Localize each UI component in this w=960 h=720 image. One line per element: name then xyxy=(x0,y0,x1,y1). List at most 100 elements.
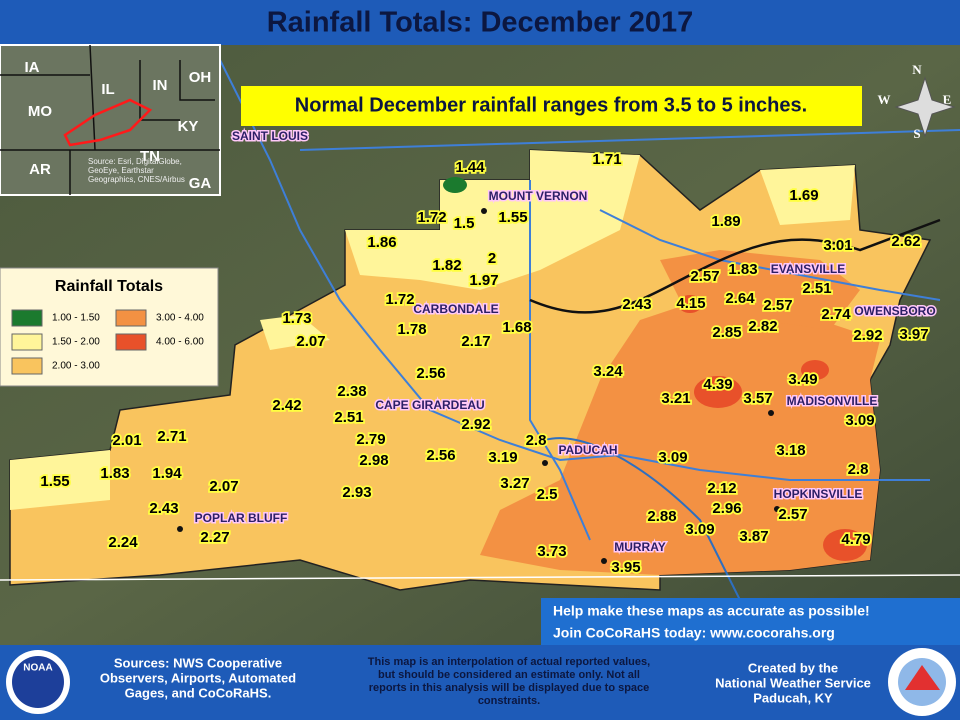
rainfall-value: 3.18 xyxy=(776,442,805,459)
rainfall-value: 1.82 xyxy=(432,257,461,274)
rainfall-value: 2.27 xyxy=(200,529,229,546)
footer-sources: Sources: NWS Cooperative xyxy=(114,655,282,670)
rainfall-value: 2.92 xyxy=(461,416,490,433)
footer-sources: Observers, Airports, Automated xyxy=(100,670,296,685)
rainfall-value: 2.17 xyxy=(461,333,490,350)
rainfall-value: 2.82 xyxy=(748,318,777,335)
city-label: CAPE GIRARDEAU xyxy=(375,398,484,412)
inset-label: OH xyxy=(189,69,212,86)
rainfall-value: 2.8 xyxy=(848,461,869,478)
footer-disclaimer: constraints. xyxy=(478,695,540,707)
rainfall-value: 2.43 xyxy=(149,500,178,517)
rainfall-value: 1.68 xyxy=(502,319,531,336)
rainfall-value: 2.74 xyxy=(821,306,851,323)
inset-label: IL xyxy=(101,81,114,98)
inset-label: IA xyxy=(25,59,40,76)
rainfall-value: 2.64 xyxy=(725,290,755,307)
rainfall-value: 1.72 xyxy=(417,209,446,226)
city-label: EVANSVILLE xyxy=(771,262,845,276)
cocorahs-line: Help make these maps as accurate as poss… xyxy=(553,603,870,619)
rainfall-value: 2.93 xyxy=(342,484,371,501)
rainfall-value: 4.15 xyxy=(676,295,705,312)
legend-label: 2.00 - 3.00 xyxy=(52,361,100,372)
rainfall-value: 3.09 xyxy=(685,521,714,538)
rainfall-value: 3.27 xyxy=(500,475,529,492)
footer-disclaimer: but should be considered an estimate onl… xyxy=(378,669,640,681)
city-label: CARBONDALE xyxy=(413,302,498,316)
rainfall-value: 1.55 xyxy=(498,209,527,226)
inset-label: IN xyxy=(153,77,168,94)
legend-label: 1.00 - 1.50 xyxy=(52,313,100,324)
inset-source: Geographics, CNES/Airbus xyxy=(88,175,185,184)
rainfall-value: 1.73 xyxy=(282,310,311,327)
rainfall-value: 1.44 xyxy=(455,159,485,176)
rainfall-value: 1.89 xyxy=(711,213,740,230)
city-label: MADISONVILLE xyxy=(787,394,878,408)
rainfall-value: 2.98 xyxy=(359,452,388,469)
rainfall-value: 3.09 xyxy=(845,412,874,429)
rainfall-value: 2.56 xyxy=(416,365,445,382)
rainfall-value: 1.71 xyxy=(592,151,621,168)
city-label: MOUNT VERNON xyxy=(489,189,588,203)
legend-swatch xyxy=(11,333,43,351)
rainfall-value: 2.62 xyxy=(891,233,920,250)
title-bar xyxy=(0,0,960,45)
rainfall-value: 4.39 xyxy=(703,376,732,393)
rainfall-value: 1.78 xyxy=(397,321,426,338)
rainfall-value: 2.07 xyxy=(209,478,238,495)
city-label: HOPKINSVILLE xyxy=(774,487,863,501)
rainfall-value: 1.97 xyxy=(469,272,498,289)
rainfall-value: 1.72 xyxy=(385,291,414,308)
rainfall-value: 3.73 xyxy=(537,543,566,560)
inset-label: AR xyxy=(29,161,51,178)
city-label: MURRAY xyxy=(614,540,666,554)
city-dot xyxy=(542,460,548,466)
rainfall-value: 1.94 xyxy=(152,465,182,482)
rainfall-value: 1.55 xyxy=(40,473,69,490)
rainfall-value: 3.49 xyxy=(788,371,817,388)
city-dot xyxy=(177,526,183,532)
inset-map xyxy=(0,44,221,196)
rainfall-value: 1.69 xyxy=(789,187,818,204)
rainfall-value: 2.8 xyxy=(526,432,547,449)
compass xyxy=(894,76,956,138)
legend-title: Rainfall Totals xyxy=(55,278,163,295)
city-label: OWENSBORO xyxy=(854,304,935,318)
rainfall-value: 2.01 xyxy=(112,432,141,449)
legend-label: 3.00 - 4.00 xyxy=(156,313,204,324)
rainfall-value: 3.21 xyxy=(661,390,690,407)
rainfall-value: 2.07 xyxy=(296,333,325,350)
noaa-logo: NOAA xyxy=(6,650,70,714)
rainfall-value: 2.57 xyxy=(778,506,807,523)
title: Rainfall Totals: December 2017 xyxy=(267,7,694,39)
inset-source: GeoEye, Earthstar xyxy=(88,166,154,175)
rainfall-value: 2.96 xyxy=(712,500,741,517)
rivers-roads xyxy=(0,59,960,601)
footer-disclaimer: reports in this analysis will be display… xyxy=(369,682,650,694)
rainfall-value: 2.38 xyxy=(337,383,366,400)
rainfall-value: 2.92 xyxy=(853,327,882,344)
rainfall-value: 1.5 xyxy=(454,215,475,232)
svg-text:NOAA: NOAA xyxy=(23,663,52,674)
rainfall-value: 3.19 xyxy=(488,449,517,466)
rainfall-value: 3.87 xyxy=(739,528,768,545)
legend-swatch xyxy=(11,309,43,327)
legend-label: 4.00 - 6.00 xyxy=(156,337,204,348)
inset-label: GA xyxy=(189,175,212,192)
city-dot xyxy=(774,506,780,512)
legend-swatch xyxy=(115,309,147,327)
nws-logo xyxy=(888,648,956,716)
compass-letter: E xyxy=(943,92,952,107)
rainfall-value: 1.83 xyxy=(728,261,757,278)
rainfall-value: 2.51 xyxy=(334,409,363,426)
compass-letter: N xyxy=(912,62,922,77)
rainfall-value: 2.57 xyxy=(690,268,719,285)
city-dot xyxy=(768,410,774,416)
rainfall-value: 2.85 xyxy=(712,324,741,341)
inset-source: Source: Esri, DigitalGlobe, xyxy=(88,157,182,166)
rainfall-value: 2.79 xyxy=(356,431,385,448)
footer-bar xyxy=(0,645,960,720)
cocorahs-line: Join CoCoRaHS today: www.cocorahs.org xyxy=(553,625,835,641)
rainfall-value: 3.01 xyxy=(823,237,852,254)
